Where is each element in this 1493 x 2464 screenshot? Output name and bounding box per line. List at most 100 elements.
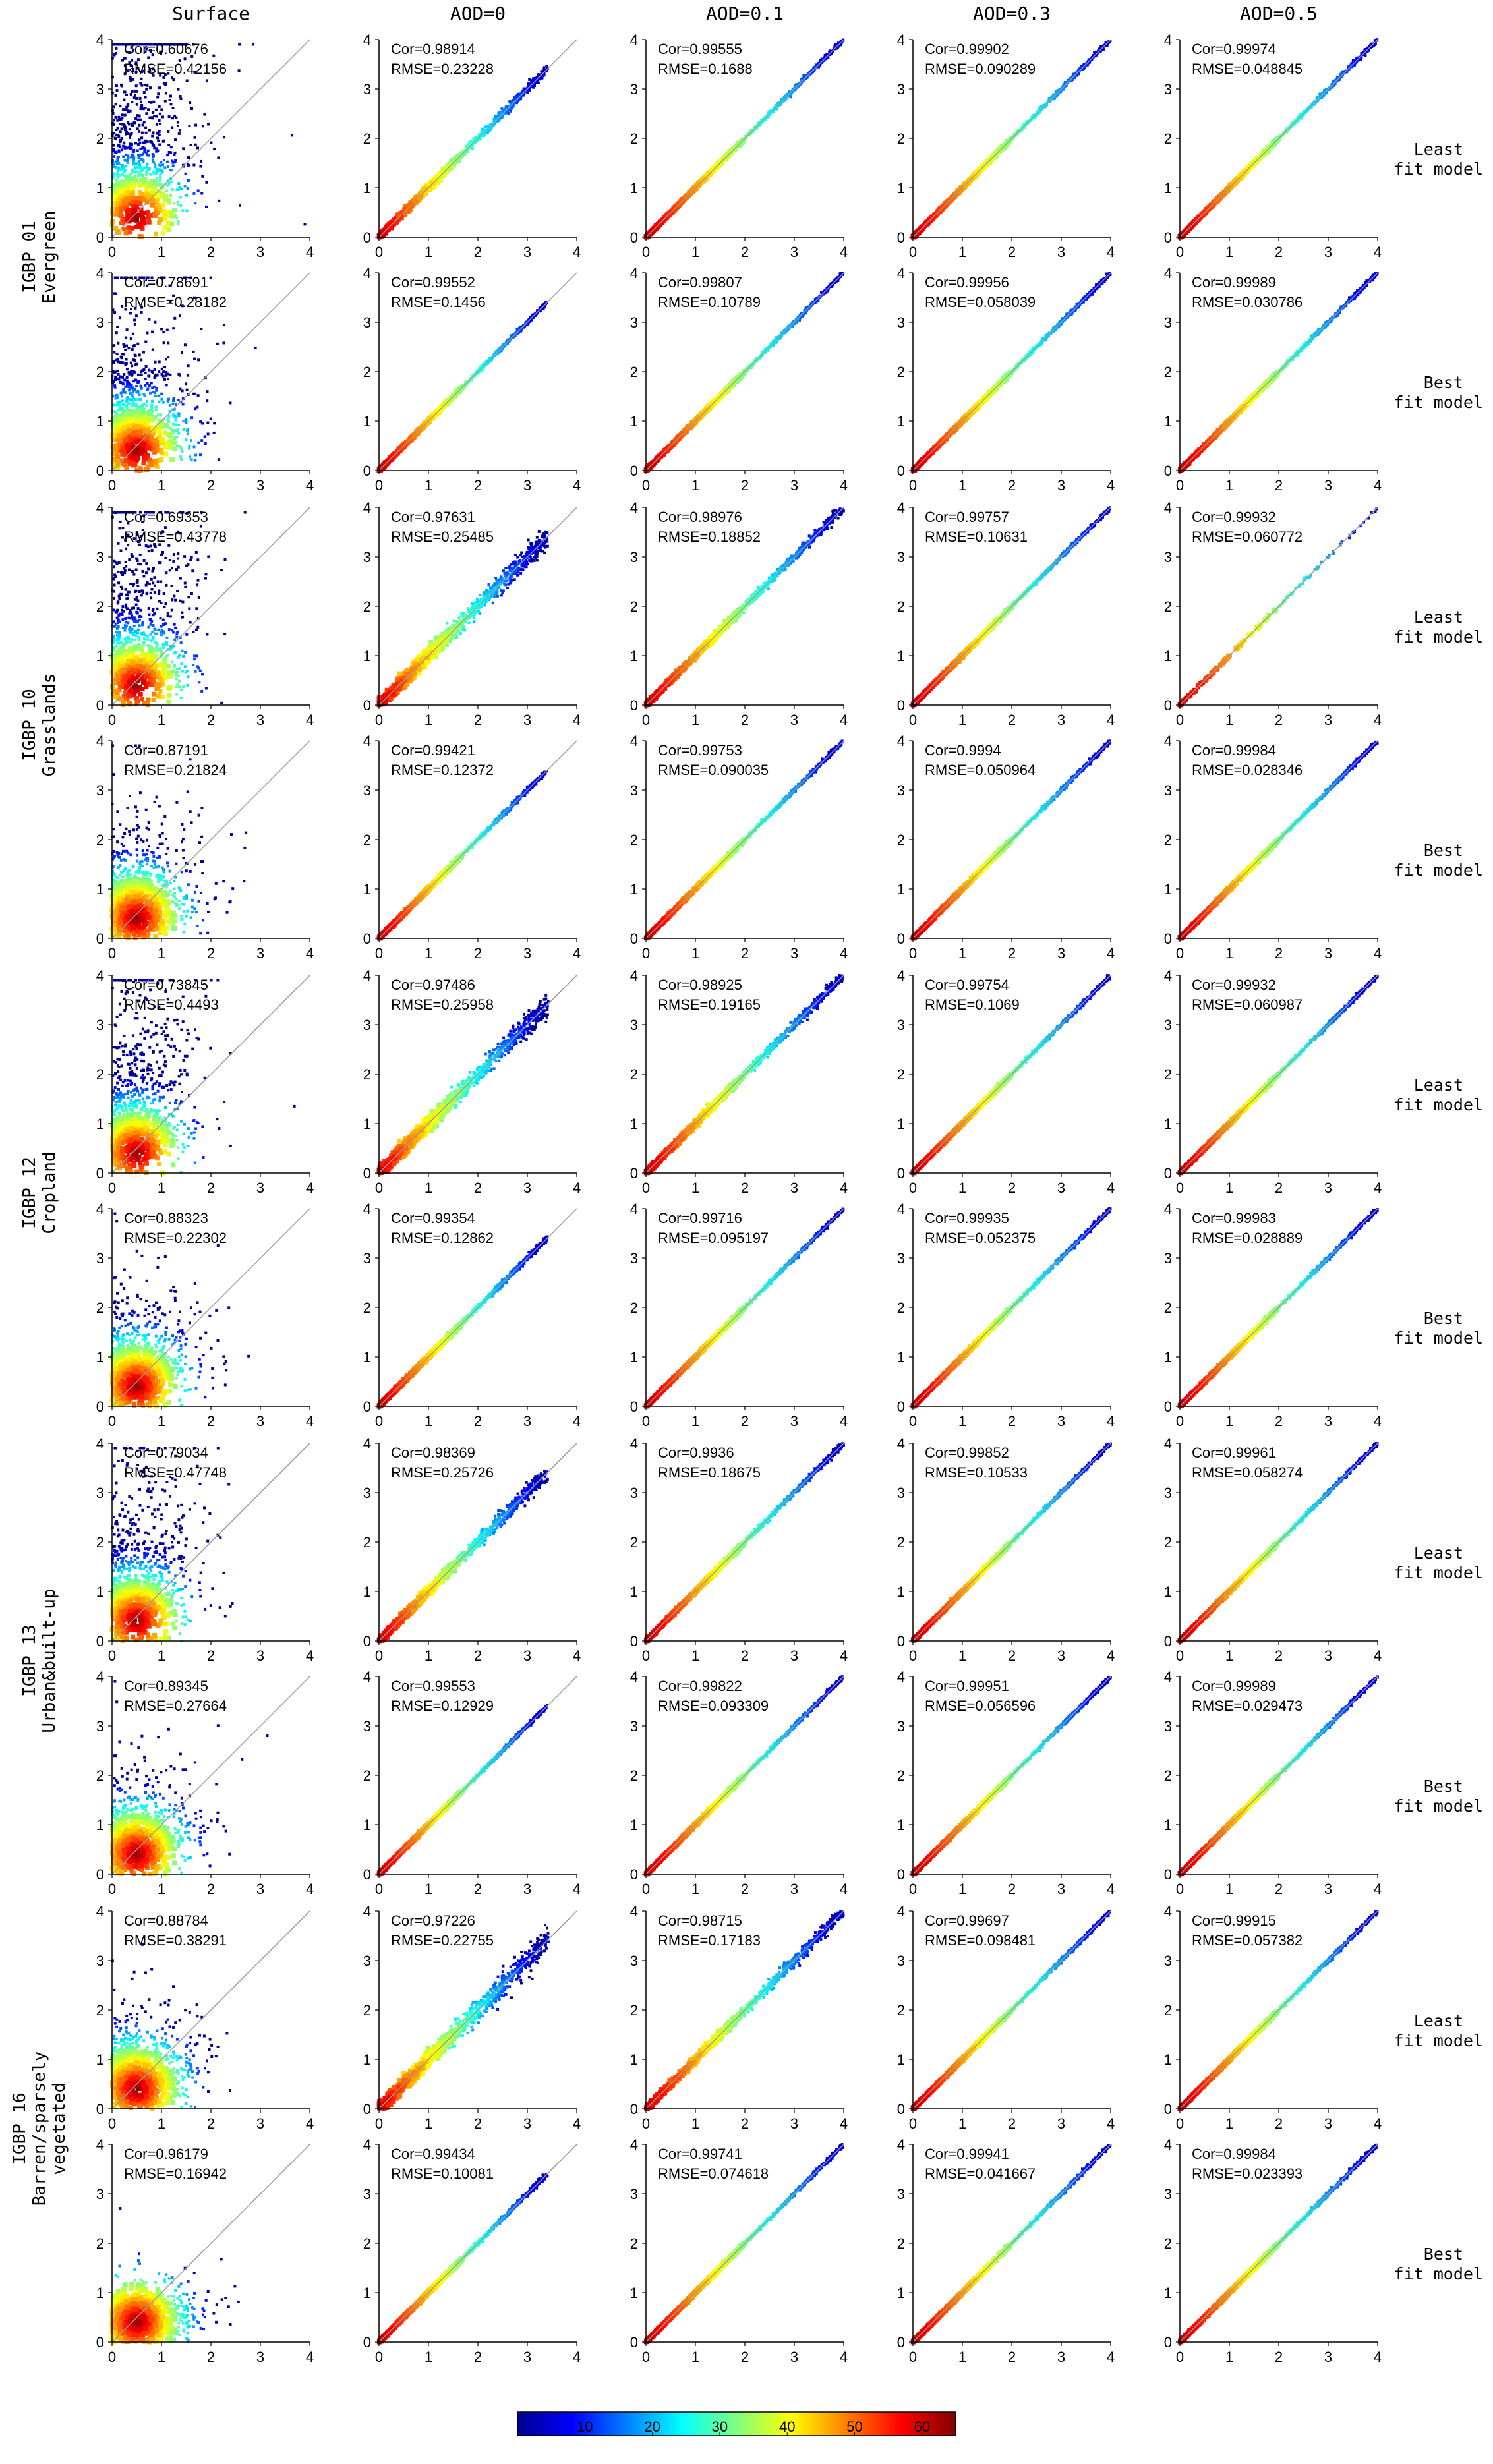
y-tick-label: 3 <box>363 1485 371 1501</box>
x-tick-label: 1 <box>958 477 966 494</box>
x-tick-label: 1 <box>958 712 966 728</box>
density-cloud-r9-c0 <box>110 2207 240 2344</box>
rmse-label: RMSE=0.060772 <box>1192 529 1303 545</box>
x-tick-label: 4 <box>1374 712 1382 728</box>
x-tick-label: 3 <box>1324 2115 1332 2132</box>
y-tick-label: 0 <box>630 2101 638 2117</box>
y-tick-label: 2 <box>96 832 104 848</box>
x-tick-label: 0 <box>642 1647 650 1664</box>
x-tick-label: 0 <box>375 2349 383 2365</box>
y-tick-label: 1 <box>630 1116 638 1132</box>
y-tick-label: 3 <box>897 2186 905 2202</box>
x-tick-label: 3 <box>256 1413 264 1429</box>
x-tick-label: 1 <box>158 1180 165 1196</box>
x-tick-label: 2 <box>741 712 749 728</box>
x-tick-label: 4 <box>306 712 314 728</box>
cor-label: Cor=0.99807 <box>658 274 742 291</box>
rmse-label: RMSE=0.028889 <box>1192 1230 1303 1246</box>
x-tick-label: 2 <box>1008 1881 1016 1897</box>
density-cloud-r2-c1 <box>377 530 549 707</box>
y-tick-label: 3 <box>1164 2186 1172 2202</box>
density-cloud-r4-c1 <box>377 994 550 1176</box>
x-tick-label: 3 <box>1324 1647 1332 1664</box>
x-tick-label: 3 <box>790 2349 798 2365</box>
rmse-label: RMSE=0.095197 <box>658 1230 769 1246</box>
x-tick-label: 0 <box>108 2115 116 2132</box>
x-tick-label: 1 <box>691 2349 699 2365</box>
cor-label: Cor=0.99822 <box>658 1678 742 1694</box>
y-tick-label: 2 <box>96 2235 104 2252</box>
rmse-label: RMSE=0.42156 <box>124 61 227 77</box>
x-tick-label: 4 <box>840 2349 848 2365</box>
y-tick-label: 0 <box>96 697 104 714</box>
x-tick-label: 3 <box>790 1647 798 1664</box>
x-tick-label: 3 <box>790 477 798 494</box>
y-tick-label: 4 <box>96 265 104 281</box>
x-tick-label: 0 <box>1176 477 1184 494</box>
y-tick-label: 1 <box>897 1584 905 1600</box>
rmse-label: RMSE=0.12372 <box>391 762 494 778</box>
class-label-0-label_line2: Evergreen <box>40 211 59 304</box>
y-tick-label: 1 <box>897 1817 905 1833</box>
y-tick-label: 1 <box>897 881 905 898</box>
y-tick-label: 3 <box>96 81 104 98</box>
x-tick-label: 0 <box>1176 945 1184 961</box>
y-tick-label: 0 <box>363 1866 371 1883</box>
y-tick-label: 3 <box>1164 549 1172 565</box>
x-tick-label: 2 <box>474 945 482 961</box>
y-tick-label: 1 <box>1164 1116 1172 1132</box>
y-tick-label: 1 <box>1164 2285 1172 2301</box>
class-label-4-label_line2: Barren/sparsely <box>30 2051 49 2206</box>
y-tick-label: 1 <box>897 1116 905 1132</box>
x-tick-label: 2 <box>741 1413 749 1429</box>
y-tick-label: 0 <box>897 229 905 246</box>
cor-label: Cor=0.98925 <box>658 977 742 993</box>
y-tick-label: 2 <box>363 364 371 380</box>
cor-label: Cor=0.99961 <box>1192 1445 1276 1461</box>
rmse-label: RMSE=0.056596 <box>925 1698 1036 1714</box>
y-tick-label: 1 <box>363 648 371 664</box>
rmse-label: RMSE=0.058039 <box>925 294 1036 310</box>
x-tick-label: 1 <box>158 1647 165 1664</box>
x-tick-label: 4 <box>306 1647 314 1664</box>
x-tick-label: 4 <box>1107 1180 1115 1196</box>
y-tick-label: 1 <box>630 881 638 898</box>
y-tick-label: 1 <box>1164 1584 1172 1600</box>
y-tick-label: 3 <box>1164 1718 1172 1734</box>
y-tick-label: 2 <box>630 832 638 848</box>
y-tick-label: 0 <box>1164 697 1172 714</box>
column-header-0: Surface <box>172 3 250 24</box>
density-cloud-r8-c0 <box>110 1943 231 2111</box>
y-tick-label: 4 <box>897 1903 905 1920</box>
x-tick-label: 4 <box>840 1180 848 1196</box>
x-tick-label: 0 <box>642 1881 650 1897</box>
x-tick-label: 1 <box>158 2115 165 2132</box>
rmse-label: RMSE=0.25726 <box>391 1464 494 1481</box>
y-tick-label: 1 <box>897 413 905 430</box>
y-tick-label: 0 <box>96 1866 104 1883</box>
y-tick-label: 3 <box>1164 782 1172 799</box>
x-tick-label: 4 <box>1107 712 1115 728</box>
x-tick-label: 0 <box>375 1413 383 1429</box>
y-tick-label: 4 <box>897 32 905 48</box>
y-tick-label: 1 <box>96 1349 104 1365</box>
x-tick-label: 1 <box>424 1647 432 1664</box>
x-tick-label: 4 <box>1374 477 1382 494</box>
x-tick-label: 0 <box>375 1647 383 1664</box>
x-tick-label: 0 <box>642 244 650 260</box>
y-tick-label: 4 <box>1164 32 1172 48</box>
y-tick-label: 1 <box>363 1584 371 1600</box>
y-tick-label: 4 <box>363 500 371 516</box>
x-tick-label: 2 <box>741 1647 749 1664</box>
y-tick-label: 0 <box>96 229 104 246</box>
y-tick-label: 4 <box>363 2136 371 2153</box>
y-tick-label: 0 <box>630 1633 638 1649</box>
cor-label: Cor=0.73845 <box>124 977 208 993</box>
cor-label: Cor=0.99932 <box>1192 977 1276 993</box>
y-tick-label: 0 <box>630 931 638 947</box>
cor-label: Cor=0.99902 <box>925 41 1009 57</box>
x-tick-label: 1 <box>424 244 432 260</box>
